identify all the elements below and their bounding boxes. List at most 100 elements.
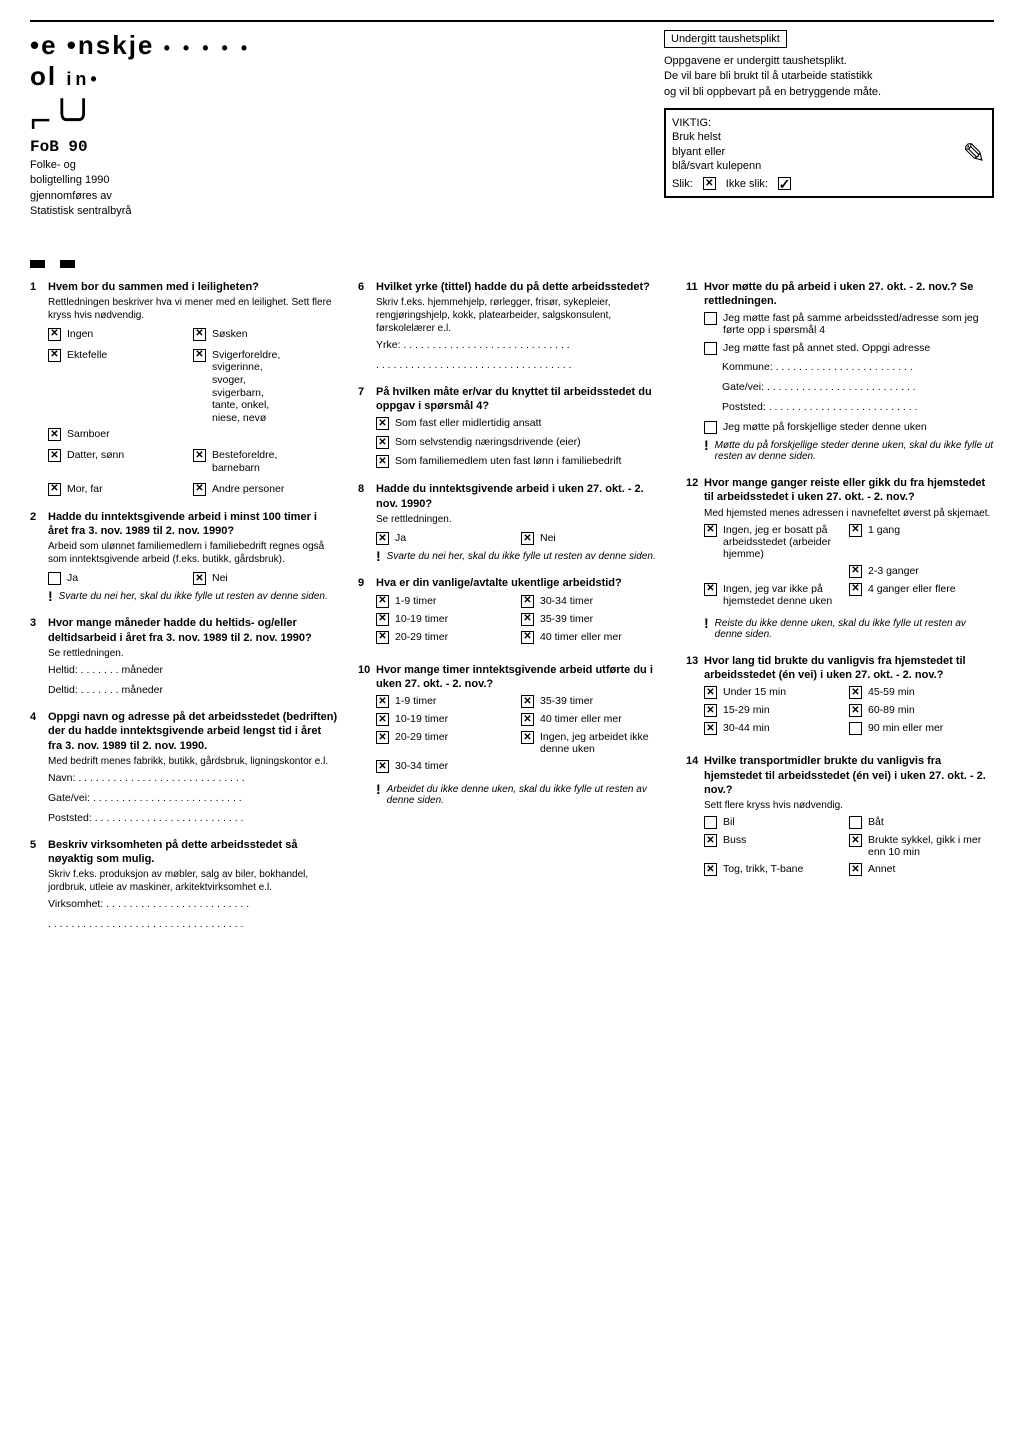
checkbox[interactable]: [376, 436, 389, 449]
q-desc: Rettledningen beskriver hva vi mener med…: [48, 296, 338, 322]
checkbox[interactable]: [704, 524, 717, 537]
checkbox[interactable]: [521, 595, 534, 608]
option-label: Datter, sønn: [67, 449, 124, 462]
q-title: Hvor mange ganger reiste eller gikk du f…: [704, 477, 985, 503]
checkbox[interactable]: [849, 565, 862, 578]
post-field[interactable]: Poststed: . . . . . . . . . . . . . . . …: [48, 812, 338, 824]
checkbox[interactable]: [849, 524, 862, 537]
checkbox[interactable]: [376, 695, 389, 708]
checkbox[interactable]: [704, 722, 717, 735]
checkbox[interactable]: [48, 483, 61, 496]
blank-field[interactable]: . . . . . . . . . . . . . . . . . . . . …: [48, 918, 338, 930]
q-title: På hvilken måte er/var du knyttet til ar…: [376, 385, 666, 414]
checkbox[interactable]: [376, 417, 389, 430]
heltid-field[interactable]: Heltid: . . . . . . . måneder: [48, 664, 338, 676]
checkbox[interactable]: [376, 713, 389, 726]
wrong-mark-icon: ✓: [778, 177, 791, 190]
correct-mark-icon: [703, 177, 716, 190]
q-title: Oppgi navn og adresse på det arbeidssted…: [48, 711, 337, 752]
checkbox[interactable]: [704, 704, 717, 717]
virksomhet-field[interactable]: Virksomhet: . . . . . . . . . . . . . . …: [48, 898, 338, 910]
checkbox[interactable]: [376, 631, 389, 644]
checkbox[interactable]: [521, 695, 534, 708]
checkbox[interactable]: [521, 613, 534, 626]
checkbox[interactable]: [704, 342, 717, 355]
q-number: 10: [358, 663, 376, 692]
column-1: 1Hvem bor du sammen med i leiligheten?Re…: [30, 280, 338, 945]
yrke-field[interactable]: Yrke: . . . . . . . . . . . . . . . . . …: [376, 339, 666, 351]
checkbox[interactable]: [376, 731, 389, 744]
form-title: •e •nskje • • • • • ol in•: [30, 30, 280, 92]
checkbox[interactable]: [704, 816, 717, 829]
option-label: 60-89 min: [868, 704, 915, 716]
q-number: 9: [358, 576, 376, 590]
checkbox[interactable]: [704, 421, 717, 434]
pencil-icon: ✎: [963, 137, 986, 170]
q-title: Hadde du inntektsgivende arbeid i uken 2…: [376, 483, 644, 509]
question-8: 8Hadde du inntektsgivende arbeid i uken …: [358, 482, 666, 562]
checkbox[interactable]: [376, 455, 389, 468]
checkbox[interactable]: [521, 713, 534, 726]
fob-label: FoB 90: [30, 138, 280, 156]
checkbox[interactable]: [849, 704, 862, 717]
option-label: Jeg møtte fast på annet sted. Oppgi adre…: [723, 342, 930, 355]
form-header: •e •nskje • • • • • ol in• ⌐╰╯ FoB 90 Fo…: [30, 20, 994, 220]
checkbox[interactable]: [48, 428, 61, 441]
checkbox[interactable]: [193, 449, 206, 462]
checkbox[interactable]: [521, 731, 534, 744]
checkbox[interactable]: [376, 595, 389, 608]
checkbox[interactable]: [704, 583, 717, 596]
checkbox[interactable]: [193, 328, 206, 341]
checkbox[interactable]: [48, 349, 61, 362]
gate-field[interactable]: Gate/vei: . . . . . . . . . . . . . . . …: [722, 381, 994, 393]
checkbox[interactable]: [376, 532, 389, 545]
option-label: 20-29 timer: [395, 631, 448, 643]
skip-note: !Reiste du ikke denne uken, skal du ikke…: [704, 618, 994, 640]
blank-field[interactable]: . . . . . . . . . . . . . . . . . . . . …: [376, 359, 666, 371]
section-marker: [30, 260, 994, 268]
checkbox[interactable]: [48, 328, 61, 341]
q-number: 8: [358, 482, 376, 526]
q-title: Hvem bor du sammen med i leiligheten?: [48, 281, 259, 293]
checkbox[interactable]: [704, 863, 717, 876]
gate-field[interactable]: Gate/vei: . . . . . . . . . . . . . . . …: [48, 792, 338, 804]
option-label: Ingen, jeg var ikke på hjemstedet denne …: [723, 583, 849, 607]
option-label: Besteforeldre, barnebarn: [212, 449, 277, 474]
checkbox[interactable]: [193, 483, 206, 496]
option-label: Som familiemedlem uten fast lønn i famil…: [395, 455, 621, 468]
question-2: 2Hadde du inntektsgivende arbeid i minst…: [30, 510, 338, 603]
option-label: Ingen: [67, 328, 93, 341]
checkbox[interactable]: [704, 834, 717, 847]
checkbox[interactable]: [704, 312, 717, 325]
checkbox[interactable]: [849, 583, 862, 596]
option-label: 15-29 min: [723, 704, 770, 716]
kommune-field[interactable]: Kommune: . . . . . . . . . . . . . . . .…: [722, 361, 994, 373]
checkbox[interactable]: [849, 863, 862, 876]
navn-field[interactable]: Navn: . . . . . . . . . . . . . . . . . …: [48, 772, 338, 784]
deltid-field[interactable]: Deltid: . . . . . . . måneder: [48, 684, 338, 696]
q-title: Beskriv virksomheten på dette arbeidsste…: [48, 839, 297, 865]
checkbox[interactable]: [521, 631, 534, 644]
option-label: Ja: [395, 532, 406, 545]
option-label: Jeg møtte fast på samme arbeidssted/adre…: [723, 312, 994, 336]
checkbox[interactable]: [376, 760, 389, 773]
question-12: 12Hvor mange ganger reiste eller gikk du…: [686, 476, 994, 640]
option-label: 90 min eller mer: [868, 722, 943, 734]
option-label: Ingen, jeg er bosatt på arbeidsstedet (a…: [723, 524, 849, 560]
checkbox[interactable]: [849, 722, 862, 735]
checkbox[interactable]: [193, 349, 206, 362]
checkbox[interactable]: [849, 834, 862, 847]
checkbox[interactable]: [193, 572, 206, 585]
checkbox[interactable]: [521, 532, 534, 545]
checkbox[interactable]: [48, 449, 61, 462]
checkbox[interactable]: [704, 686, 717, 699]
confidentiality-badge: Undergitt taushetsplikt: [664, 30, 787, 48]
checkbox[interactable]: [376, 613, 389, 626]
post-field[interactable]: Poststed: . . . . . . . . . . . . . . . …: [722, 401, 994, 413]
option-label: Andre personer: [212, 483, 284, 496]
checkbox[interactable]: [849, 686, 862, 699]
important-text: VIKTIG: Bruk helst blyant eller blå/svar…: [672, 116, 791, 173]
checkbox[interactable]: [48, 572, 61, 585]
option-label: Bil: [723, 816, 735, 828]
checkbox[interactable]: [849, 816, 862, 829]
